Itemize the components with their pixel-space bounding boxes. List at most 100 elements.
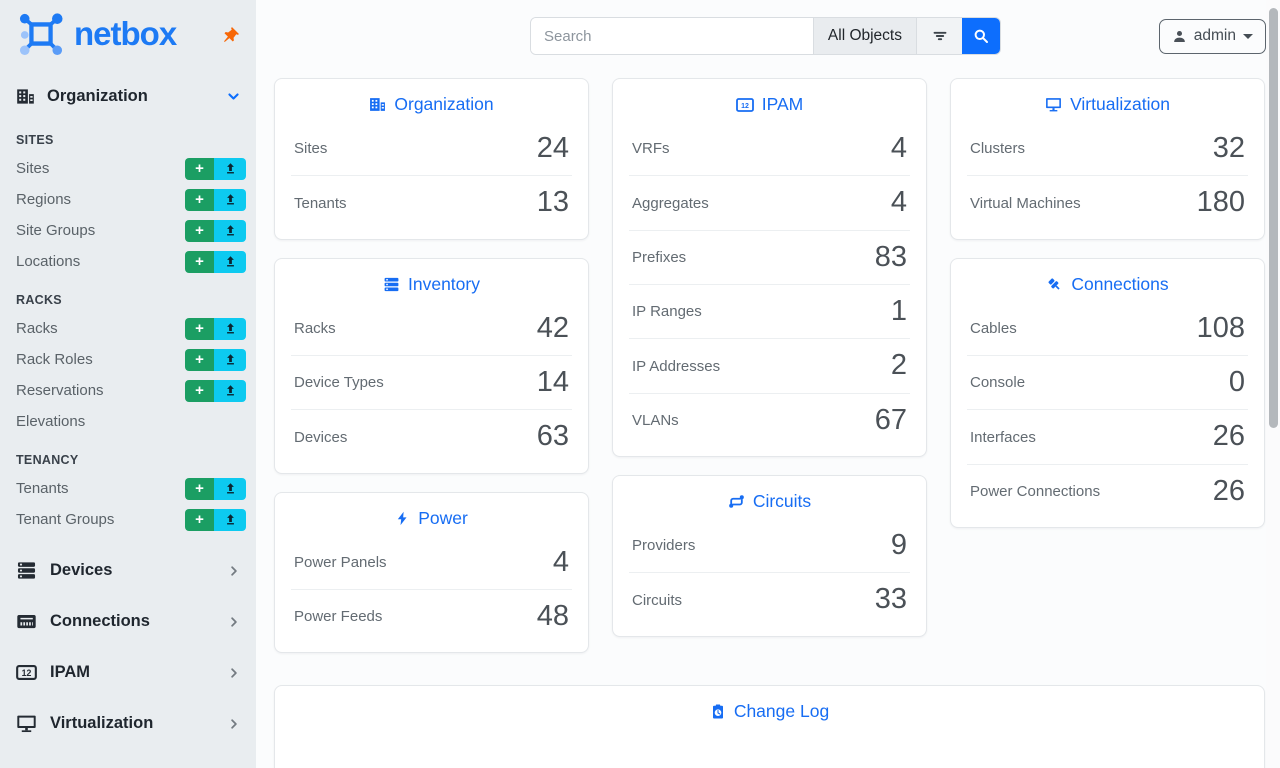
stat-label[interactable]: VLANs — [632, 411, 679, 429]
import-button[interactable] — [214, 348, 246, 371]
stat-value[interactable]: 4 — [552, 545, 569, 578]
search-input[interactable] — [531, 18, 813, 54]
stat-value[interactable]: 42 — [536, 311, 569, 344]
page-scrollbar-thumb[interactable] — [1269, 8, 1278, 428]
stat-label[interactable]: Power Connections — [970, 482, 1101, 500]
stat-label[interactable]: Cables — [970, 319, 1017, 337]
sidebar-item-racks: Racks + — [0, 313, 256, 344]
sidebar-link[interactable]: Racks — [16, 320, 58, 337]
add-button[interactable]: + — [185, 250, 214, 273]
sidebar-item-sites: Sites + — [0, 153, 256, 184]
monitor-icon — [1045, 96, 1062, 113]
stat-value[interactable]: 32 — [1212, 132, 1245, 164]
stat-value[interactable]: 67 — [874, 403, 907, 436]
stat-value[interactable]: 180 — [1196, 186, 1245, 219]
search-scope-dropdown[interactable]: All Objects — [812, 18, 916, 54]
netbox-logo-icon[interactable] — [16, 12, 66, 56]
add-button[interactable]: + — [185, 508, 214, 531]
import-button[interactable] — [214, 219, 246, 242]
stat-value[interactable]: 48 — [536, 600, 569, 633]
add-button[interactable]: + — [185, 348, 214, 371]
import-button[interactable] — [214, 317, 246, 340]
stat-label[interactable]: Circuits — [632, 591, 683, 609]
sidebar-link[interactable]: Tenants — [16, 480, 69, 497]
stat-label[interactable]: Tenants — [294, 194, 347, 212]
sidebar-link[interactable]: Reservations — [16, 382, 104, 399]
import-button[interactable] — [214, 508, 246, 531]
add-button[interactable]: + — [185, 477, 214, 500]
stat-label[interactable]: Devices — [294, 428, 348, 446]
add-button[interactable]: + — [185, 188, 214, 211]
stat-label[interactable]: Providers — [632, 537, 696, 555]
sidebar-menu-ipam-label: IPAM — [50, 663, 91, 681]
sidebar-item-tenants: Tenants + — [0, 473, 256, 504]
stat-label[interactable]: Racks — [294, 319, 336, 337]
stat-value[interactable]: 24 — [536, 132, 569, 164]
stat-label[interactable]: Device Types — [294, 374, 384, 392]
stat-label[interactable]: Power Feeds — [294, 608, 383, 626]
stat-value[interactable]: 0 — [1228, 366, 1245, 399]
stat-value[interactable]: 1 — [890, 295, 907, 328]
stat-label[interactable]: Prefixes — [632, 248, 687, 266]
add-button[interactable]: + — [185, 157, 214, 180]
chevron-right-icon — [228, 565, 240, 577]
stat-label[interactable]: Interfaces — [970, 428, 1036, 446]
stat-value[interactable]: 4 — [890, 132, 907, 164]
sidebar-menu-devices[interactable]: Devices — [0, 545, 256, 596]
stat-value[interactable]: 2 — [890, 349, 907, 382]
sidebar-link[interactable]: Site Groups — [16, 222, 96, 239]
stat-label[interactable]: Clusters — [970, 140, 1026, 158]
import-button[interactable] — [214, 477, 246, 500]
stat-label[interactable]: Console — [970, 374, 1026, 392]
stat-label[interactable]: Aggregates — [632, 194, 709, 212]
sidebar-link[interactable]: Sites — [16, 160, 50, 177]
sidebar-link[interactable]: Rack Roles — [16, 351, 93, 368]
sidebar-link[interactable]: Elevations — [16, 413, 86, 430]
stat-value[interactable]: 13 — [536, 186, 569, 219]
sidebar-link[interactable]: Locations — [16, 253, 81, 270]
add-button[interactable]: + — [185, 379, 214, 402]
stat-value[interactable]: 26 — [1212, 474, 1245, 507]
stat-value[interactable]: 83 — [874, 240, 907, 273]
stat-value[interactable]: 33 — [874, 583, 907, 616]
stat-value[interactable]: 26 — [1212, 420, 1245, 453]
page-scrollbar-track[interactable] — [1266, 0, 1280, 768]
import-button[interactable] — [214, 250, 246, 273]
sidebar-menu-virtualization[interactable]: Virtualization — [0, 698, 256, 749]
stat-row: Providers 9 — [629, 519, 910, 572]
stat-value[interactable]: 63 — [536, 420, 569, 453]
brand-name[interactable]: netbox — [74, 15, 177, 52]
import-button[interactable] — [214, 157, 246, 180]
stat-label[interactable]: IP Ranges — [632, 303, 702, 321]
sidebar-link[interactable]: Regions — [16, 191, 72, 208]
card-title-label: Organization — [394, 94, 494, 114]
user-menu-button[interactable]: admin — [1158, 18, 1266, 54]
server-stack-icon — [16, 560, 37, 581]
sidebar-menu-connections[interactable]: Connections — [0, 596, 256, 647]
stat-label[interactable]: Virtual Machines — [970, 194, 1081, 212]
filter-button[interactable] — [916, 18, 962, 54]
stat-value[interactable]: 108 — [1196, 311, 1245, 344]
import-button[interactable] — [214, 188, 246, 211]
sidebar-link[interactable]: Tenant Groups — [16, 511, 115, 528]
stat-label[interactable]: VRFs — [632, 140, 670, 158]
stat-label[interactable]: Sites — [294, 140, 328, 158]
import-button[interactable] — [214, 379, 246, 402]
card-title: Virtualization — [951, 79, 1264, 122]
svg-text:12: 12 — [741, 103, 749, 110]
stat-value[interactable]: 9 — [890, 529, 907, 562]
dashboard: Organization Sites 24 Tenants 13 — [256, 55, 1265, 768]
stat-value[interactable]: 4 — [890, 186, 907, 219]
stat-row: Cables 108 — [967, 302, 1248, 355]
pin-icon[interactable] — [223, 26, 240, 43]
search-button[interactable] — [962, 18, 1000, 54]
stat-value[interactable]: 14 — [536, 366, 569, 399]
stat-label[interactable]: IP Addresses — [632, 357, 721, 375]
sidebar-menu-organization[interactable]: Organization — [0, 76, 256, 117]
chevron-right-icon — [228, 616, 240, 628]
stat-label[interactable]: Power Panels — [294, 553, 387, 571]
add-button[interactable]: + — [185, 219, 214, 242]
add-button[interactable]: + — [185, 317, 214, 340]
stat-row: Virtual Machines 180 — [967, 175, 1248, 229]
sidebar-menu-ipam[interactable]: 12 IPAM — [0, 647, 256, 698]
